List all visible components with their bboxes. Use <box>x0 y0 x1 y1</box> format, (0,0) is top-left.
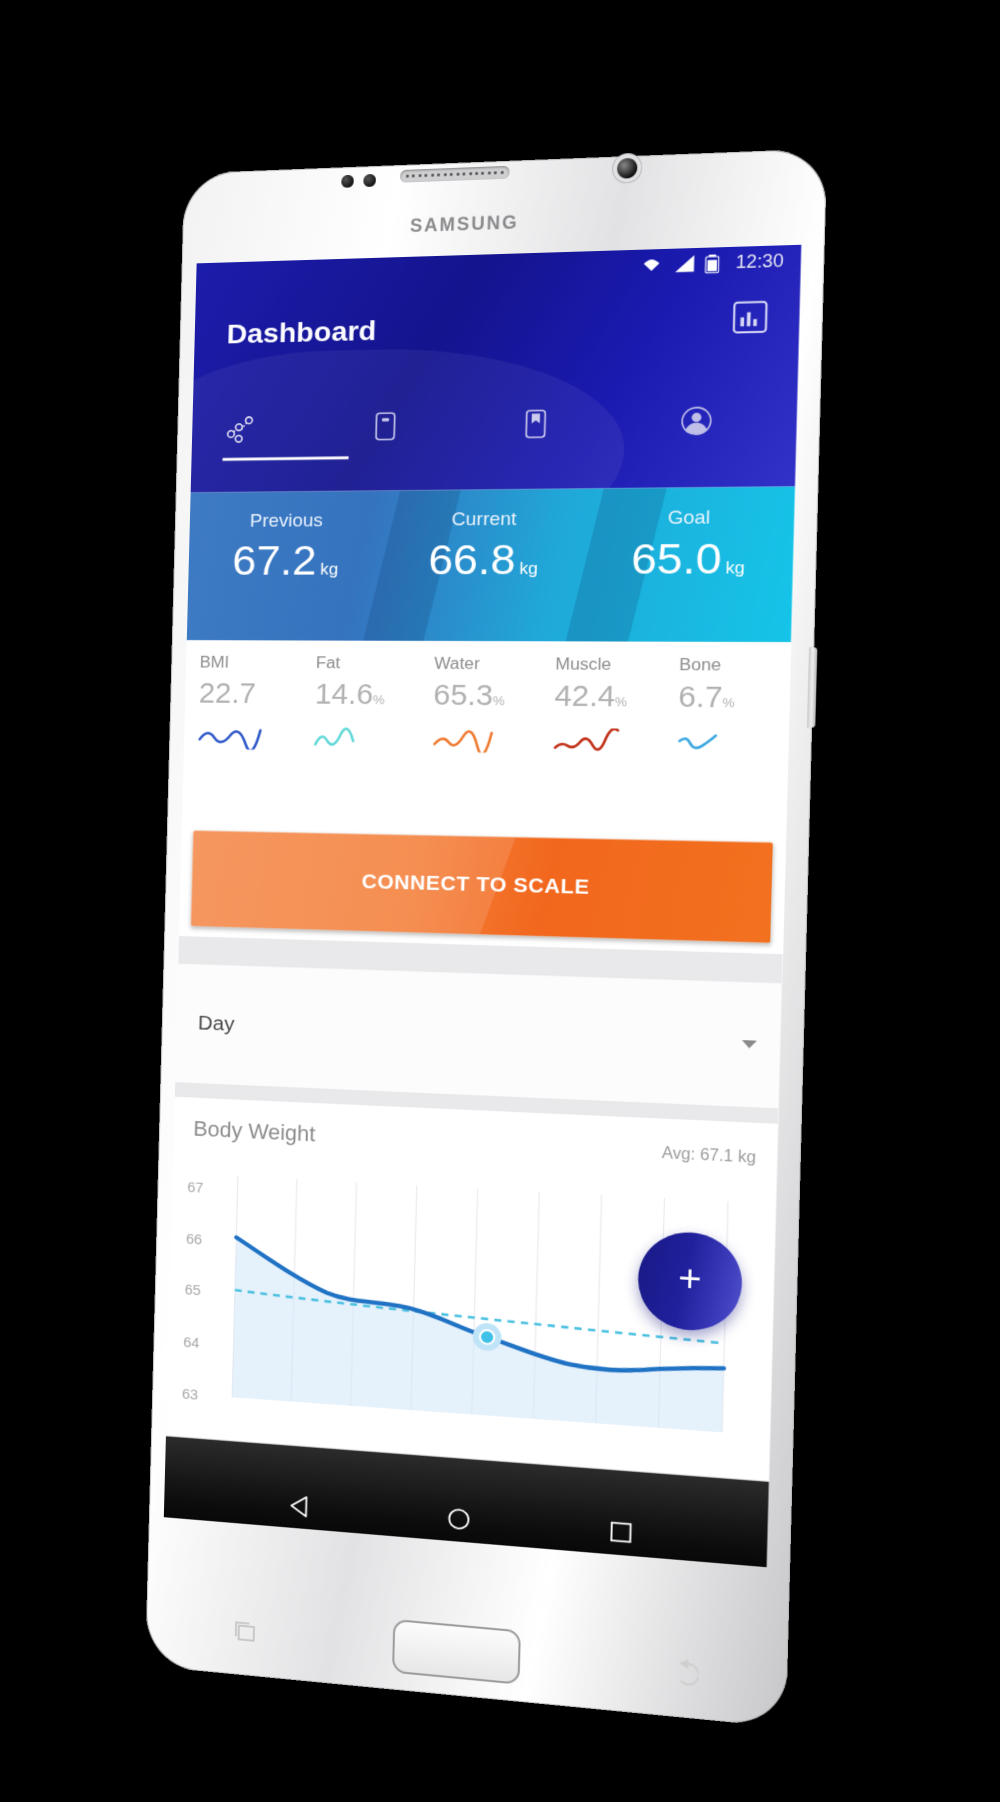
svg-text:63: 63 <box>182 1386 199 1403</box>
svg-text:65: 65 <box>185 1282 202 1299</box>
svg-text:64: 64 <box>183 1335 200 1352</box>
svg-text:66: 66 <box>186 1231 203 1248</box>
svg-text:67: 67 <box>187 1180 204 1197</box>
